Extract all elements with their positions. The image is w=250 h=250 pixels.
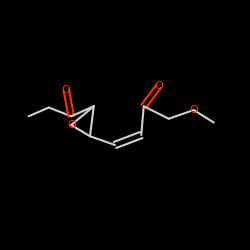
Text: O: O xyxy=(154,81,163,91)
Text: O: O xyxy=(67,120,76,130)
Text: O: O xyxy=(190,105,198,115)
Text: O: O xyxy=(62,85,71,95)
